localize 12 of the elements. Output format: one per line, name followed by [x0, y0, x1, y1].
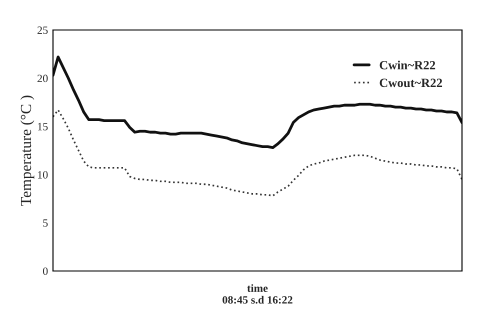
- line-series: [53, 56, 462, 149]
- line-series: [53, 109, 462, 197]
- legend-label: Cwout~R22: [380, 78, 442, 88]
- y-tick-label: 15: [38, 122, 48, 130]
- y-tick-label: 25: [38, 26, 48, 34]
- legend-label: Cwin~R22: [380, 60, 436, 70]
- y-tick-label: 0: [43, 267, 48, 275]
- y-tick-label: 5: [43, 219, 48, 227]
- y-tick-label: 20: [38, 74, 48, 82]
- y-axis-title: Temperature (°C ): [20, 96, 34, 206]
- y-tick-label: 10: [38, 171, 48, 179]
- x-axis-title: time 08:45 s.d 16:22: [222, 284, 292, 304]
